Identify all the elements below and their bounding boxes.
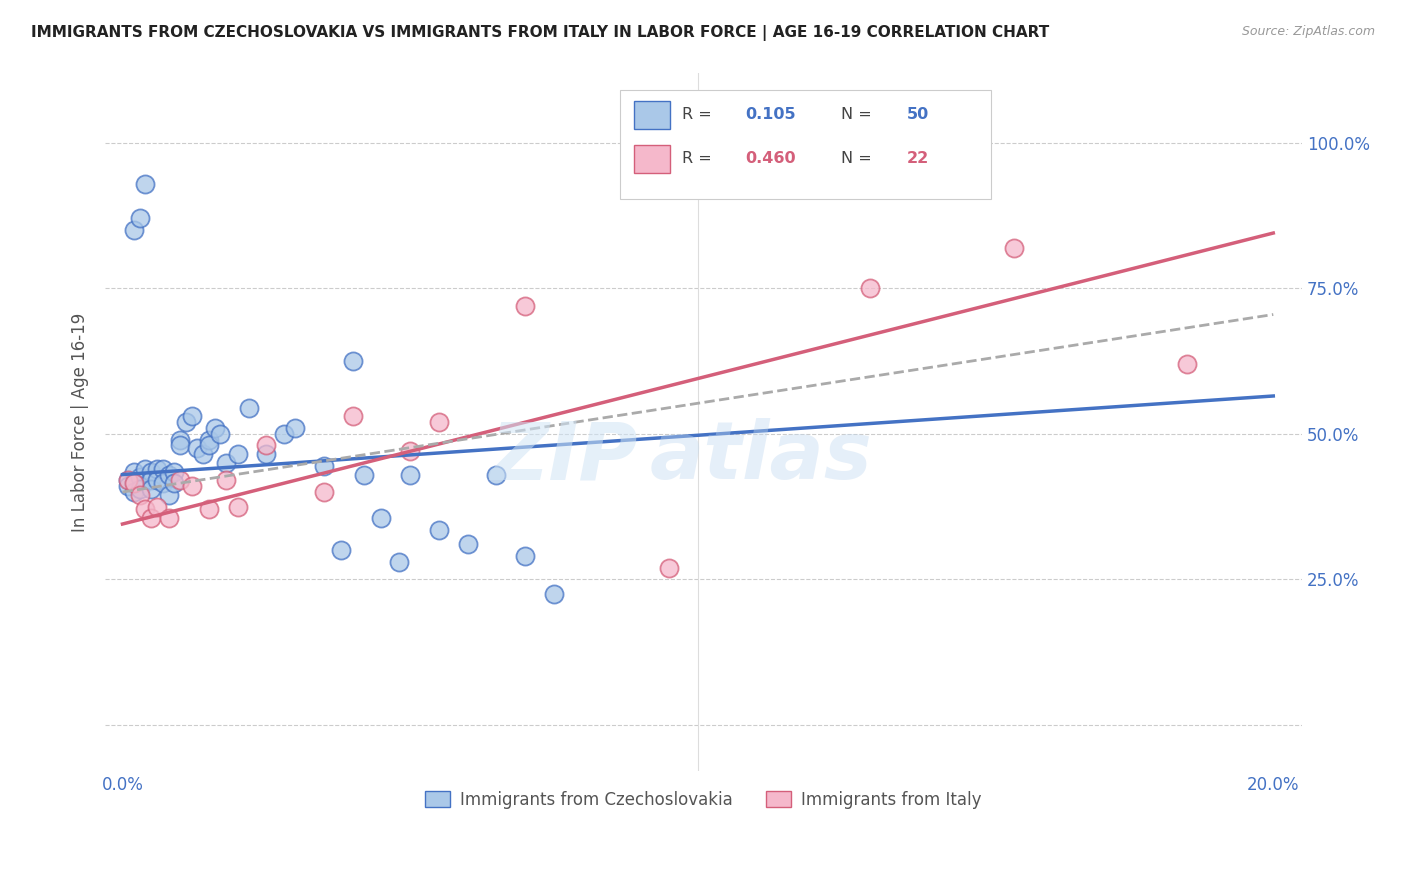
Text: N =: N =	[841, 152, 877, 167]
Text: 50: 50	[907, 107, 929, 122]
Point	[515, 549, 537, 563]
Point	[169, 474, 191, 488]
Point	[427, 523, 450, 537]
Point	[1175, 357, 1198, 371]
Text: 0.105: 0.105	[745, 107, 796, 122]
Point	[342, 409, 364, 424]
Point	[169, 438, 191, 452]
Text: ZIP: ZIP	[491, 418, 638, 496]
Point	[1002, 241, 1025, 255]
Text: R =: R =	[682, 107, 717, 122]
Bar	[634, 145, 671, 173]
Point	[117, 479, 139, 493]
Text: N =: N =	[841, 107, 877, 122]
Point	[169, 433, 191, 447]
Point	[146, 461, 169, 475]
Point	[427, 415, 450, 429]
Point	[197, 502, 219, 516]
Point	[284, 421, 307, 435]
Point	[122, 465, 145, 479]
Point	[157, 511, 180, 525]
Point	[128, 482, 150, 496]
Point	[399, 467, 422, 482]
Point	[186, 442, 208, 456]
Point	[215, 456, 238, 470]
Point	[128, 211, 150, 226]
Point	[163, 476, 186, 491]
Point	[152, 476, 174, 491]
Point	[209, 426, 232, 441]
Point	[388, 555, 411, 569]
Point	[117, 474, 139, 488]
Point	[658, 560, 681, 574]
Point	[146, 474, 169, 488]
Point	[122, 476, 145, 491]
Point	[197, 438, 219, 452]
Point	[134, 461, 156, 475]
Point	[254, 447, 277, 461]
Point	[141, 511, 163, 525]
Point	[152, 461, 174, 475]
Text: 22: 22	[907, 152, 929, 167]
Point	[128, 470, 150, 484]
Text: Source: ZipAtlas.com: Source: ZipAtlas.com	[1241, 25, 1375, 38]
Point	[859, 281, 882, 295]
Point	[273, 426, 295, 441]
Point	[215, 474, 238, 488]
Point	[543, 587, 565, 601]
Point	[134, 177, 156, 191]
Point	[141, 465, 163, 479]
Point	[226, 447, 249, 461]
FancyBboxPatch shape	[620, 90, 991, 199]
Point	[515, 299, 537, 313]
Point	[122, 485, 145, 500]
Legend: Immigrants from Czechoslovakia, Immigrants from Italy: Immigrants from Czechoslovakia, Immigran…	[419, 784, 988, 815]
Point	[485, 467, 508, 482]
Point	[312, 485, 335, 500]
Point	[370, 511, 392, 525]
Point	[134, 502, 156, 516]
Point	[238, 401, 260, 415]
Point	[197, 433, 219, 447]
Point	[141, 482, 163, 496]
Text: R =: R =	[682, 152, 717, 167]
Text: 0.460: 0.460	[745, 152, 796, 167]
Point	[117, 474, 139, 488]
Point	[312, 458, 335, 473]
Point	[128, 488, 150, 502]
Point	[174, 415, 197, 429]
Point	[141, 474, 163, 488]
Point	[157, 488, 180, 502]
Y-axis label: In Labor Force | Age 16-19: In Labor Force | Age 16-19	[72, 312, 89, 532]
Point	[457, 537, 479, 551]
Point	[146, 500, 169, 514]
Point	[342, 354, 364, 368]
Point	[204, 421, 226, 435]
Point	[180, 479, 202, 493]
Point	[399, 444, 422, 458]
Text: atlas: atlas	[650, 418, 873, 496]
Point	[163, 465, 186, 479]
Point	[191, 447, 214, 461]
Point	[122, 476, 145, 491]
Text: IMMIGRANTS FROM CZECHOSLOVAKIA VS IMMIGRANTS FROM ITALY IN LABOR FORCE | AGE 16-: IMMIGRANTS FROM CZECHOSLOVAKIA VS IMMIGR…	[31, 25, 1049, 41]
Point	[226, 500, 249, 514]
Point	[180, 409, 202, 424]
Point	[254, 438, 277, 452]
Point	[330, 543, 353, 558]
Point	[122, 223, 145, 237]
Bar	[634, 101, 671, 128]
Point	[353, 467, 375, 482]
Point	[157, 467, 180, 482]
